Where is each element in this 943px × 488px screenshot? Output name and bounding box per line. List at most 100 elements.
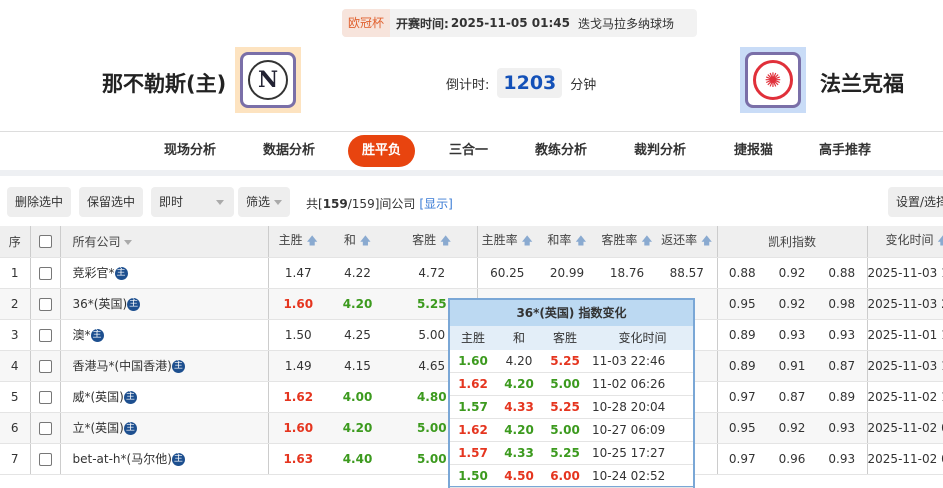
column-header[interactable]: 和率 🡅 [537, 226, 597, 258]
kelly-value: 0.93 [817, 319, 868, 351]
tab-coach-analysis[interactable]: 教练分析 [535, 143, 588, 158]
popup-odds: 1.62 [458, 377, 488, 391]
home-team-logo: N [235, 47, 301, 113]
tab-1x2[interactable]: 胜平负 [348, 135, 416, 167]
competition-label[interactable]: 欧冠杯 [342, 9, 391, 37]
delete-selected-button[interactable]: 删除选中 [7, 187, 72, 217]
company-name[interactable]: bet-at-h*(马尔他) [72, 452, 172, 466]
countdown-value: 1203 [497, 68, 563, 98]
chevron-down-icon[interactable] [124, 239, 133, 245]
popup-time: 10-25 17:27 [592, 446, 666, 460]
table-row[interactable]: 1 竞彩官* 主 1.47 4.22 4.72 60.25 20.99 18.76 88.57 0… [0, 257, 943, 289]
popup-header: 主胜 [460, 331, 485, 345]
sort-arrow-icon[interactable]: 🡅 [701, 234, 713, 248]
company-cell: 香港马*(中国香港) 主 [59, 350, 268, 382]
column-header[interactable]: 客胜率 🡅 [597, 226, 657, 258]
tab-three-in-one[interactable]: 三合一 [449, 143, 489, 158]
column-header[interactable]: 和 🡅 [328, 226, 387, 258]
odds-value: 4.15 [328, 350, 387, 382]
countdown-label: 倒计时: [446, 77, 490, 93]
tab-live-analysis[interactable]: 现场分析 [164, 143, 217, 158]
popup-row: 1.50 4.50 6.00 10-24 02:52 [450, 465, 693, 488]
kelly-value: 0.87 [767, 381, 817, 413]
company-name[interactable]: 香港马*(中国香港) [72, 359, 172, 373]
column-header: 序 [0, 226, 30, 258]
popup-row: 1.62 4.20 5.00 10-27 06:09 [450, 419, 693, 442]
sort-arrow-icon[interactable]: 🡅 [575, 234, 587, 248]
sort-arrow-icon[interactable]: 🡅 [440, 234, 452, 248]
popup-odds: 4.33 [504, 400, 534, 414]
rate-value: 60.25 [476, 257, 537, 289]
rate-value: 18.76 [597, 257, 657, 289]
tab-referee-analysis[interactable]: 裁判分析 [634, 143, 687, 158]
sort-arrow-icon[interactable]: 🡅 [641, 234, 653, 248]
row-checkbox[interactable] [38, 328, 52, 342]
popup-time: 10-27 06:09 [592, 423, 666, 437]
start-time-label: 开赛时间: [396, 16, 449, 31]
column-header[interactable]: 客胜 🡅 [387, 226, 477, 258]
odds-value: 1.60 [267, 412, 328, 444]
count-rest: /159]间公司 [347, 197, 416, 211]
filter-button[interactable]: 筛选 [238, 187, 290, 217]
row-checkbox[interactable] [38, 452, 52, 466]
row-checkbox[interactable] [38, 421, 52, 435]
kelly-value: 0.87 [817, 350, 868, 382]
change-time: 2025-11-02 06:31 [866, 443, 943, 475]
kelly-value: 0.91 [767, 350, 817, 382]
settings-button[interactable]: 设置/选择 [888, 187, 943, 217]
sort-arrow-icon[interactable]: 🡅 [521, 234, 533, 248]
column-header[interactable]: 返还率 🡅 [657, 226, 717, 258]
mode-select[interactable]: 即时 [151, 187, 234, 217]
column-header[interactable]: 变化时间 🡅 [866, 226, 943, 258]
odds-value: 4.25 [328, 319, 387, 351]
change-time: 2025-11-02 10:19 [866, 381, 943, 413]
kelly-value: 0.88 [716, 257, 767, 289]
company-cell: 36*(英国) 主 [59, 288, 268, 320]
row-checkbox[interactable] [38, 266, 52, 280]
tab-expert-picks[interactable]: 高手推荐 [819, 143, 872, 158]
tab-data-analysis[interactable]: 数据分析 [263, 143, 316, 158]
company-name[interactable]: 立*(英国) [72, 421, 124, 435]
sort-arrow-icon[interactable]: 🡅 [306, 234, 318, 248]
company-name[interactable]: 澳* [72, 328, 91, 342]
count-value: 159 [322, 197, 348, 211]
kelly-value: 0.93 [767, 319, 817, 351]
change-time: 2025-11-03 13:51 [866, 257, 943, 289]
popup-odds: 5.00 [550, 423, 580, 437]
odds-value: 4.40 [328, 443, 387, 475]
header-label: 变化时间 [885, 233, 934, 248]
select-all-checkbox[interactable] [38, 235, 52, 249]
kelly-value: 0.95 [716, 412, 767, 444]
checkbox-cell [29, 412, 60, 444]
header-label: 主胜率 [481, 233, 518, 248]
company-name[interactable]: 36*(英国) [72, 297, 128, 311]
column-header[interactable]: 主胜 🡅 [267, 226, 328, 258]
column-header[interactable]: 所有公司 [59, 226, 268, 258]
section-divider [0, 170, 943, 176]
company-name[interactable]: 竞彩官* [72, 266, 115, 280]
sort-arrow-icon[interactable]: 🡅 [359, 234, 372, 248]
popup-odds: 6.00 [550, 469, 580, 483]
show-link[interactable]: [显示] [419, 197, 453, 211]
keep-selected-button[interactable]: 保留选中 [79, 187, 144, 217]
company-name[interactable]: 威*(英国) [72, 390, 124, 404]
start-time: 2025-11-05 01:45 [450, 16, 570, 30]
row-checkbox[interactable] [38, 390, 52, 404]
popup-time: 11-03 22:46 [592, 354, 666, 368]
kelly-value: 0.92 [767, 288, 817, 320]
row-checkbox[interactable] [38, 359, 52, 373]
tab-jiebaomao[interactable]: 捷报猫 [734, 143, 774, 158]
mode-value: 即时 [159, 195, 184, 209]
company-cell: 澳* 主 [59, 319, 268, 351]
column-header[interactable]: 主胜率 🡅 [476, 226, 537, 258]
row-checkbox[interactable] [38, 297, 52, 311]
kelly-value: 0.88 [817, 257, 868, 289]
kelly-value: 0.93 [817, 412, 868, 444]
popup-row: 1.62 4.20 5.00 11-02 06:26 [450, 373, 693, 396]
sort-arrow-icon[interactable]: 🡅 [937, 234, 943, 247]
popup-header: 和 [512, 331, 525, 345]
chevron-down-icon [216, 200, 224, 205]
eagle-emblem-icon: ✺ [753, 60, 793, 100]
table-row[interactable]: 2 36*(英国) 主 1.60 4.20 5.25 0.95 0.92 0.98 2025-1… [0, 288, 943, 320]
header-label: 返还率 [661, 233, 698, 248]
